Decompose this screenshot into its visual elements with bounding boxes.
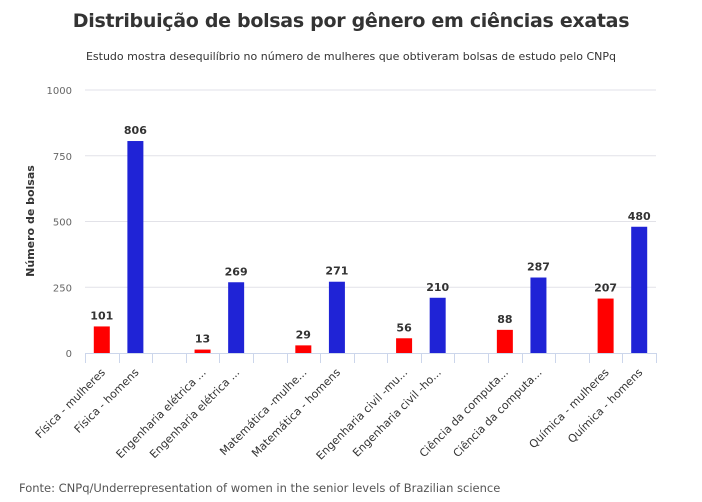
data-label: 269: [225, 265, 248, 278]
x-axis: [85, 353, 657, 363]
bar-mulheres: [496, 329, 513, 353]
data-label: 806: [124, 124, 147, 137]
bar-homens: [127, 141, 144, 353]
chart-subtitle: Estudo mostra desequilíbrio no número de…: [85, 50, 617, 63]
data-labels: 101 806 13 269 29 271 56 210 88 287 207 480: [90, 124, 651, 346]
y-tick-label: 500: [53, 218, 72, 229]
gridlines: [85, 89, 656, 288]
bar-homens: [228, 282, 245, 353]
data-label: 207: [594, 282, 617, 295]
y-axis-ticks: 0 250 500 750 1000: [47, 86, 72, 360]
bar-homens: [631, 226, 648, 353]
bars: [93, 141, 648, 353]
data-label: 210: [426, 281, 449, 294]
bar-mulheres: [194, 349, 211, 353]
data-label: 56: [396, 321, 412, 334]
bar-mulheres: [295, 345, 312, 353]
data-label: 101: [90, 309, 113, 322]
data-label: 287: [527, 261, 550, 274]
bar-mulheres: [396, 338, 413, 353]
bar-homens: [530, 277, 547, 353]
bar-homens: [328, 281, 345, 353]
data-label: 29: [296, 328, 311, 341]
y-axis-label: Número de bolsas: [24, 165, 37, 277]
data-label: 271: [325, 265, 348, 278]
data-label: 88: [497, 313, 512, 326]
y-tick-label: 1000: [47, 86, 72, 97]
bar-homens: [429, 297, 446, 353]
y-tick-label: 0: [66, 349, 72, 360]
chart-title: Distribuição de bolsas por gênero em ciê…: [72, 10, 630, 32]
bar-mulheres: [597, 298, 614, 353]
y-tick-label: 250: [53, 283, 72, 294]
source-note: Fonte: CNPq/Underrepresentation of women…: [19, 481, 501, 495]
bar-mulheres: [93, 326, 110, 353]
data-label: 13: [195, 333, 210, 346]
data-label: 480: [628, 210, 651, 223]
y-tick-label: 750: [53, 152, 72, 163]
